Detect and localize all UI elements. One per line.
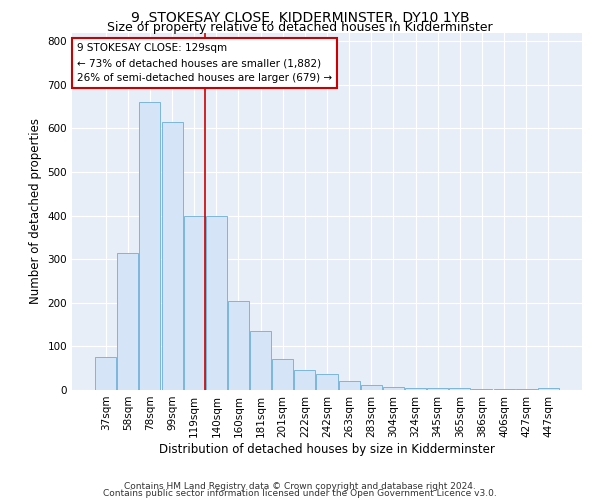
Bar <box>250 331 271 390</box>
Bar <box>494 389 515 390</box>
Bar <box>206 216 227 390</box>
Bar <box>295 370 316 390</box>
Bar <box>161 122 182 390</box>
Bar <box>338 382 359 390</box>
Bar <box>515 389 536 390</box>
Bar <box>228 300 249 390</box>
Bar <box>427 388 448 390</box>
Bar <box>361 385 382 390</box>
Bar <box>538 388 559 390</box>
Bar <box>184 216 205 390</box>
Bar <box>405 388 426 390</box>
Bar <box>316 374 338 390</box>
Bar <box>383 386 404 390</box>
Text: 9, STOKESAY CLOSE, KIDDERMINSTER, DY10 1YB: 9, STOKESAY CLOSE, KIDDERMINSTER, DY10 1… <box>131 11 469 25</box>
Text: Contains HM Land Registry data © Crown copyright and database right 2024.: Contains HM Land Registry data © Crown c… <box>124 482 476 491</box>
X-axis label: Distribution of detached houses by size in Kidderminster: Distribution of detached houses by size … <box>159 442 495 456</box>
Bar <box>272 360 293 390</box>
Bar <box>449 388 470 390</box>
Text: Contains public sector information licensed under the Open Government Licence v3: Contains public sector information licen… <box>103 490 497 498</box>
Bar <box>118 252 139 390</box>
Text: 9 STOKESAY CLOSE: 129sqm
← 73% of detached houses are smaller (1,882)
26% of sem: 9 STOKESAY CLOSE: 129sqm ← 73% of detach… <box>77 43 332 83</box>
Bar <box>139 102 160 390</box>
Y-axis label: Number of detached properties: Number of detached properties <box>29 118 42 304</box>
Bar <box>472 389 493 390</box>
Text: Size of property relative to detached houses in Kidderminster: Size of property relative to detached ho… <box>107 21 493 34</box>
Bar <box>95 358 116 390</box>
